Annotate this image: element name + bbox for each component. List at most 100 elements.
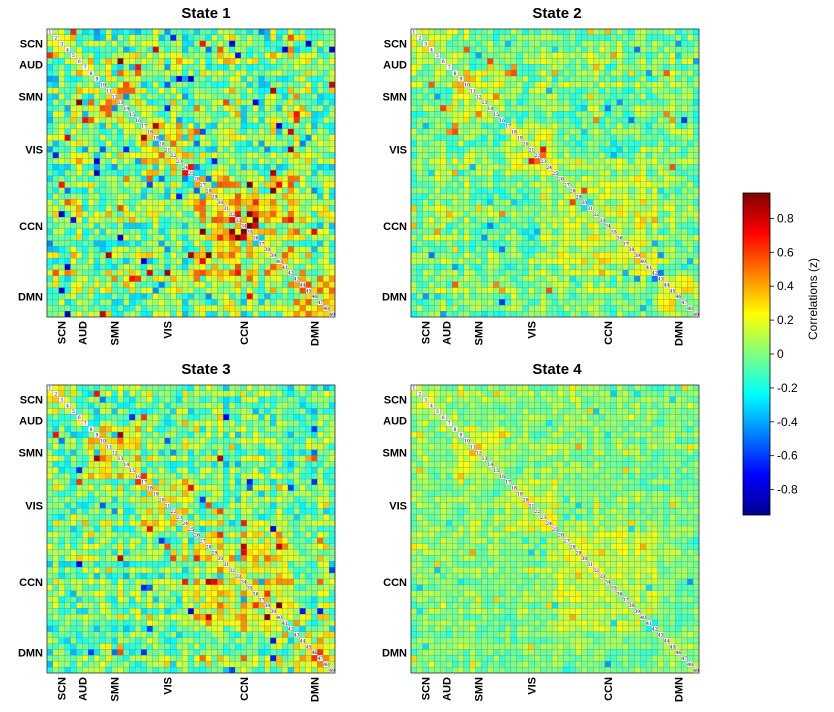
matrix-cell [640,46,647,53]
matrix-cell [135,75,142,83]
matrix-cell [469,269,476,276]
matrix-cell [64,234,71,241]
matrix-cell [287,293,294,300]
matrix-cell [317,146,324,153]
matrix-cell [299,169,306,177]
matrix-cell [88,222,95,229]
matrix-cell [223,52,230,59]
matrix-cell [634,299,641,306]
matrix-cell [88,128,95,135]
matrix-cell [434,28,441,36]
matrix-cell [475,169,482,177]
matrix-cell [557,258,564,265]
matrix-cell [546,310,553,318]
matrix-cell [669,164,676,171]
matrix-cell [440,222,447,229]
matrix-cell [493,205,500,212]
matrix-cell [651,99,658,106]
column-network-label: SMN [110,321,122,346]
matrix-cell [563,99,570,106]
matrix-cell [287,169,294,177]
matrix-cell [457,105,465,112]
matrix-cell [546,281,553,288]
matrix-cell [76,146,83,153]
matrix-cell [610,275,617,282]
matrix-cell [651,246,658,253]
matrix-cell [634,75,641,83]
matrix-cell [587,181,594,188]
matrix-cell [252,205,259,212]
matrix-cell [246,211,253,218]
matrix-cell [146,64,153,71]
matrix-cell [58,199,65,206]
matrix-cell [293,28,300,36]
matrix-cell [317,40,324,47]
matrix-cell [534,246,541,253]
matrix-cell [328,122,336,130]
matrix-cell [469,146,476,153]
matrix-cell [182,240,189,247]
matrix-cell [158,222,165,229]
matrix-cell [493,310,500,318]
matrix-cell [123,246,130,253]
matrix-cell [217,310,224,318]
matrix-cell [422,193,429,200]
matrix-cell [499,99,506,106]
matrix-cell [528,40,535,47]
matrix-cell [510,222,517,229]
matrix-cell [146,99,153,106]
matrix-cell [276,122,283,130]
matrix-cell [234,258,242,265]
matrix-cell [176,181,183,188]
matrix-cell [82,52,89,59]
matrix-cell [510,175,517,182]
matrix-cell [140,258,148,265]
matrix-cell [135,222,142,229]
matrix-cell [88,187,95,194]
matrix-cell [229,275,236,282]
matrix-cell [645,252,653,259]
matrix-cell [616,93,623,100]
matrix-cell [217,152,224,159]
matrix-cell [546,175,553,182]
matrix-cell [504,140,512,147]
matrix-cell [70,187,77,194]
matrix-cell [205,211,212,218]
matrix-cell [510,252,517,259]
matrix-cell [64,81,71,88]
diagonal-index: 38 [629,247,635,253]
matrix-cell [176,93,183,100]
matrix-cell [546,81,553,88]
matrix-cell [587,263,594,271]
matrix-cell [146,299,153,306]
matrix-cell [628,169,635,177]
matrix-cell [569,228,576,235]
matrix-cell [52,281,59,288]
matrix-cell [158,181,165,188]
matrix-cell [663,64,670,71]
matrix-cell [158,240,165,247]
matrix-cell [311,58,318,65]
matrix-cell [129,105,136,112]
matrix-cell [223,234,230,241]
matrix-cell [581,64,588,71]
matrix-cell [328,187,336,194]
matrix-cell [540,128,547,135]
matrix-cell [299,164,306,171]
matrix-cell [534,52,541,59]
matrix-cell [246,269,253,276]
matrix-cell [428,117,435,124]
matrix-cell [540,34,547,41]
matrix-cell [551,222,559,229]
matrix-cell [657,52,664,59]
matrix-cell [504,181,512,188]
matrix-cell [152,216,159,224]
matrix-cell [129,258,136,265]
matrix-cell [305,269,312,276]
matrix-cell [164,384,171,392]
matrix-cell [311,258,318,265]
diagonal-index: 49 [329,312,335,318]
matrix-cell [88,117,95,124]
matrix-cell [587,152,594,159]
matrix-cell [593,52,600,59]
